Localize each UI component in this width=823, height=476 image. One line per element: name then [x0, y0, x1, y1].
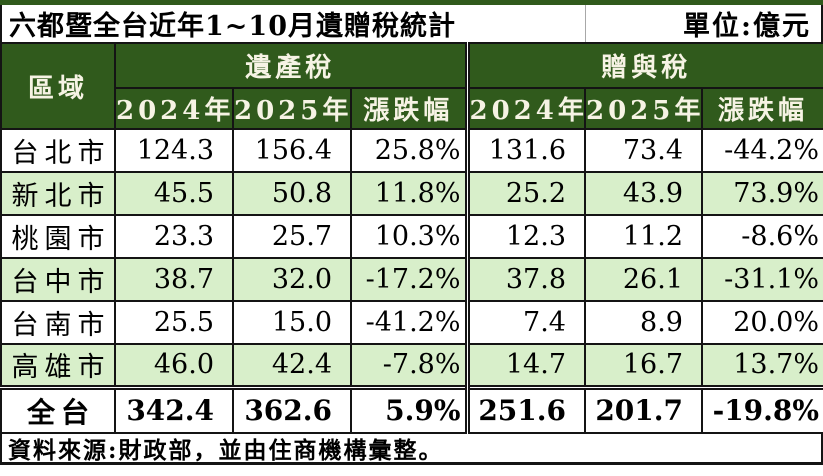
page-title: 六都暨全台近年1~10月遺贈稅統計 — [9, 11, 456, 42]
table-row: 新北市 45.5 50.8 11.8% 25.2 43.9 73.9% — [0, 171, 823, 216]
region-cell: 台南市 — [0, 300, 116, 345]
table-row: 台北市 124.3 156.4 25.8% 131.6 73.4 -44.2% — [0, 128, 823, 173]
value-cell: 26.1 — [584, 257, 703, 302]
value-cell: -41.2% — [350, 300, 468, 345]
value-cell: -44.2% — [701, 128, 823, 173]
value-cell: 156.4 — [232, 128, 352, 173]
tax-statistics-table: 區域 遺產稅 贈與稅 2024年 2025年 漲跌幅 2024年 2025年 漲… — [0, 42, 823, 434]
estate-2024-header: 2024年 — [114, 87, 234, 130]
estate-2025-header: 2025年 — [232, 87, 352, 130]
value-cell: 32.0 — [232, 257, 352, 302]
value-cell: -8.6% — [701, 214, 823, 259]
value-cell: 46.0 — [114, 343, 234, 388]
gift-tax-group-header: 贈與稅 — [464, 42, 823, 89]
region-cell: 全台 — [0, 384, 116, 434]
value-cell: -17.2% — [350, 257, 468, 302]
value-cell: 25.2 — [464, 171, 586, 216]
table-header: 區域 遺產稅 贈與稅 2024年 2025年 漲跌幅 2024年 2025年 漲… — [0, 42, 823, 130]
gift-change-header: 漲跌幅 — [701, 87, 823, 130]
value-cell: 16.7 — [584, 343, 703, 388]
table-body: 台北市 124.3 156.4 25.8% 131.6 73.4 -44.2% 新北市 45.5… — [0, 128, 823, 434]
value-cell: 37.8 — [464, 257, 586, 302]
value-cell: 20.0% — [701, 300, 823, 345]
estate-change-header: 漲跌幅 — [350, 87, 468, 130]
total-row: 全台 342.4 362.6 5.9% 251.6 201.7 -19.8% — [0, 384, 823, 434]
region-cell: 台中市 — [0, 257, 116, 302]
top-accent-strip — [0, 0, 823, 5]
value-cell: 15.0 — [232, 300, 352, 345]
value-cell: 73.9% — [701, 171, 823, 216]
value-cell: 25.8% — [350, 128, 468, 173]
value-cell: 38.7 — [114, 257, 234, 302]
region-cell: 台北市 — [0, 128, 116, 173]
value-cell: 5.9% — [350, 384, 468, 434]
gift-2025-header: 2025年 — [584, 87, 703, 130]
value-cell: 45.5 — [114, 171, 234, 216]
value-cell: 13.7% — [701, 343, 823, 388]
value-cell: 124.3 — [114, 128, 234, 173]
value-cell: 362.6 — [232, 384, 352, 434]
value-cell: 42.4 — [232, 343, 352, 388]
value-cell: 23.3 — [114, 214, 234, 259]
region-cell: 桃園市 — [0, 214, 116, 259]
title-bar: 六都暨全台近年1~10月遺贈稅統計 單位:億元 — [0, 5, 823, 42]
region-cell: 新北市 — [0, 171, 116, 216]
value-cell: 342.4 — [114, 384, 234, 434]
year-header-row: 2024年 2025年 漲跌幅 2024年 2025年 漲跌幅 — [1, 87, 823, 130]
gift-2024-header: 2024年 — [464, 87, 586, 130]
value-cell: 8.9 — [584, 300, 703, 345]
table-row: 台南市 25.5 15.0 -41.2% 7.4 8.9 20.0% — [0, 300, 823, 345]
value-cell: 12.3 — [464, 214, 586, 259]
value-cell: 10.3% — [350, 214, 468, 259]
region-column-header: 區域 — [0, 42, 116, 130]
value-cell: 11.8% — [350, 171, 468, 216]
value-cell: -31.1% — [701, 257, 823, 302]
group-header-row: 區域 遺產稅 贈與稅 — [0, 42, 823, 130]
value-cell: 25.7 — [232, 214, 352, 259]
table-row: 台中市 38.7 32.0 -17.2% 37.8 26.1 -31.1% — [0, 257, 823, 302]
source-note: 資料來源:財政部，並由住商機構彙整。 — [0, 434, 823, 465]
value-cell: 131.6 — [464, 128, 586, 173]
table-row: 桃園市 23.3 25.7 10.3% 12.3 11.2 -8.6% — [0, 214, 823, 259]
value-cell: 7.4 — [464, 300, 586, 345]
estate-tax-group-header: 遺產稅 — [114, 42, 468, 89]
table-row: 高雄市 46.0 42.4 -7.8% 14.7 16.7 13.7% — [0, 343, 823, 388]
value-cell: -7.8% — [350, 343, 468, 388]
value-cell: 14.7 — [464, 343, 586, 388]
value-cell: 50.8 — [232, 171, 352, 216]
value-cell: -19.8% — [701, 384, 823, 434]
value-cell: 73.4 — [584, 128, 703, 173]
value-cell: 11.2 — [584, 214, 703, 259]
value-cell: 25.5 — [114, 300, 234, 345]
value-cell: 201.7 — [584, 384, 703, 434]
value-cell: 251.6 — [464, 384, 586, 434]
unit-label: 單位:億元 — [585, 5, 821, 42]
value-cell: 43.9 — [584, 171, 703, 216]
region-cell: 高雄市 — [0, 343, 116, 388]
